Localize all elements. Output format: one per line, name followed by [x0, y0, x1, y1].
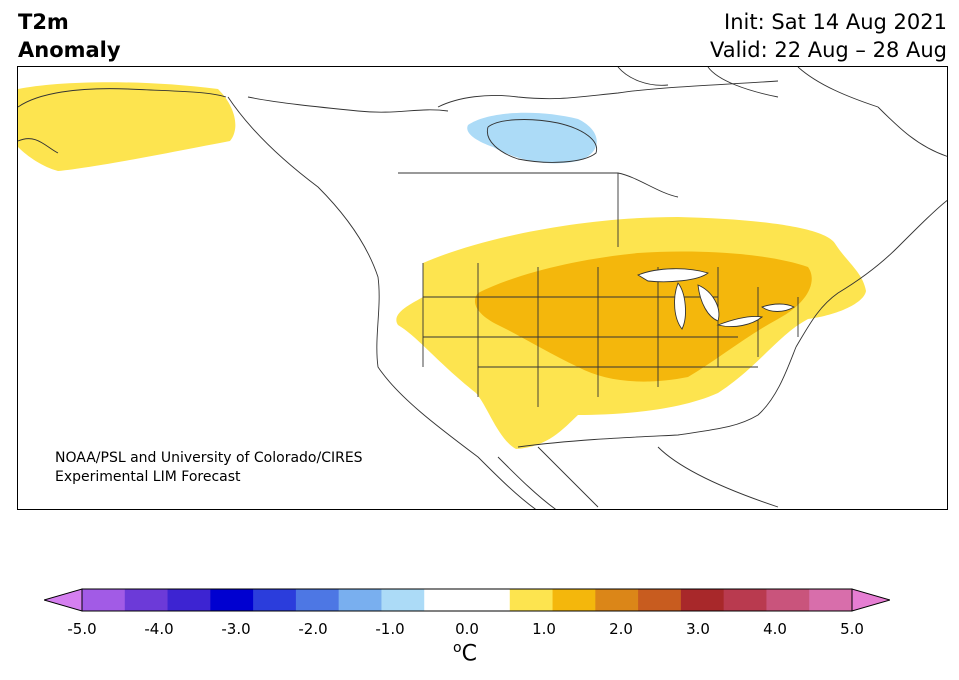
colorbar-segment: [467, 589, 511, 611]
title-line-2: Anomaly: [18, 38, 121, 62]
boundaries: [18, 67, 947, 509]
unit-letter: C: [461, 641, 477, 667]
lake-erie: [716, 316, 764, 328]
colorbar-segment: [253, 589, 297, 611]
credit-line-2: Experimental LIM Forecast: [55, 469, 241, 485]
midwest-warm-core-anomaly: [474, 251, 812, 382]
colorbar-segment: [82, 589, 126, 611]
map-title: T2m Anomaly: [18, 8, 121, 64]
lake-superior: [636, 268, 709, 283]
title-line-1: T2m: [18, 10, 69, 34]
credit-line-1: NOAA/PSL and University of Colorado/CIRE…: [55, 450, 363, 466]
lake-michigan: [674, 282, 686, 330]
colorbar-tick-label: -5.0: [67, 620, 97, 638]
colorbar-segment: [210, 589, 254, 611]
degree-sup: o: [453, 640, 462, 656]
north-america-map: [18, 67, 947, 509]
colorbar-extend-high: [851, 588, 890, 612]
colorbar-ticks: -5.0 -4.0 -3.0 -2.0 -1.0 0.0 1.0 2.0 3.0 4.0 5.0: [0, 620, 959, 640]
colorbar-tick-label: 4.0: [763, 620, 787, 638]
colorbar-tick-label: 1.0: [532, 620, 556, 638]
colorbar-segment: [424, 589, 468, 611]
colorbar-tick-label: -3.0: [221, 620, 251, 638]
lake-ontario: [761, 303, 795, 312]
colorbar-segment: [723, 589, 767, 611]
colorbar-segment: [638, 589, 682, 611]
lake-huron: [697, 284, 720, 322]
map-panel: [17, 66, 948, 510]
colorbar-tick-label: -1.0: [375, 620, 405, 638]
colorbar-tick-label: -4.0: [144, 620, 174, 638]
forecast-info: Init: Sat 14 Aug 2021 Valid: 22 Aug – 28…: [710, 8, 947, 64]
init-date: Init: Sat 14 Aug 2021: [724, 10, 947, 34]
alaska-warm-anomaly: [18, 82, 236, 171]
colorbar-unit: oC: [453, 640, 477, 666]
colorbar-tick-label: 0.0: [455, 620, 479, 638]
colorbar-tick-label: 2.0: [609, 620, 633, 638]
colorbar-outline: [81, 588, 853, 612]
colorbar-tick-label: -2.0: [298, 620, 328, 638]
credit-text: NOAA/PSL and University of Colorado/CIRE…: [55, 449, 363, 487]
great-lakes: [636, 268, 795, 330]
colorbar-segment: [809, 589, 853, 611]
colorbar-segment: [509, 589, 554, 611]
colorbar-extend-low: [44, 588, 83, 612]
colorbar-segment: [552, 589, 596, 611]
hudson-bay-cool-anomaly: [467, 112, 597, 164]
colorbar: [44, 588, 890, 612]
colorbar-segment: [167, 589, 211, 611]
colorbar-segment: [295, 589, 340, 611]
colorbar-segment: [766, 589, 810, 611]
colorbar-segment: [595, 589, 639, 611]
colorbar-tick-label: 3.0: [686, 620, 710, 638]
colorbar-segment: [381, 589, 425, 611]
colorbar-segment: [124, 589, 169, 611]
colorbar-segment: [338, 589, 382, 611]
colorbar-segment: [680, 589, 725, 611]
colorbar-tick-label: 5.0: [840, 620, 864, 638]
valid-range: Valid: 22 Aug – 28 Aug: [709, 38, 947, 62]
